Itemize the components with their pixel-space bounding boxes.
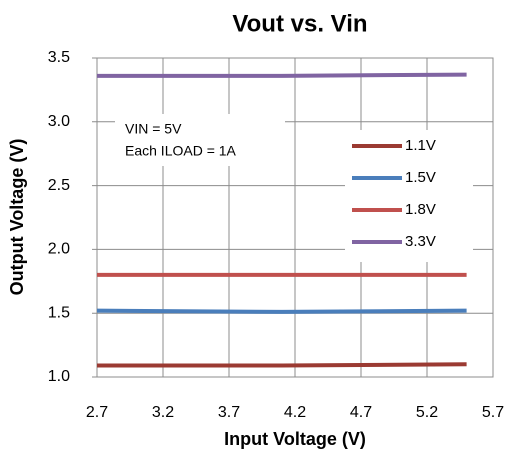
y-axis-label: Output Voltage (V) <box>7 139 27 296</box>
chart-title: Vout vs. Vin <box>232 10 367 37</box>
y-tick-label: 2.5 <box>48 177 70 194</box>
legend-label: 1.8V <box>405 201 436 218</box>
y-tick-label: 2.0 <box>48 241 70 258</box>
series-line <box>97 362 467 368</box>
x-axis-label: Input Voltage (V) <box>224 429 366 449</box>
plot-border <box>96 57 494 378</box>
annotation: Each ILOAD = 1A <box>125 143 237 159</box>
y-tick-label: 1.0 <box>48 368 70 385</box>
x-tick-label: 2.7 <box>86 404 108 421</box>
legend-label: 1.1V <box>405 137 436 154</box>
annotation: VIN = 5V <box>125 121 182 137</box>
x-tick-label: 5.2 <box>416 404 438 421</box>
legend-label: 3.3V <box>405 233 436 250</box>
y-tick-label: 3.0 <box>48 113 70 130</box>
legend-label: 1.5V <box>405 169 436 186</box>
y-tick-label: 1.5 <box>48 304 70 321</box>
annotation-box <box>115 114 285 166</box>
x-tick-label: 4.7 <box>350 404 372 421</box>
x-tick-label: 3.2 <box>152 404 174 421</box>
series-line <box>96 308 467 314</box>
series-line <box>97 72 467 78</box>
x-tick-label: 4.2 <box>284 404 306 421</box>
x-tick-label: 3.7 <box>218 404 240 421</box>
x-tick-label: 5.7 <box>482 404 504 421</box>
y-tick-label: 3.5 <box>48 49 70 66</box>
